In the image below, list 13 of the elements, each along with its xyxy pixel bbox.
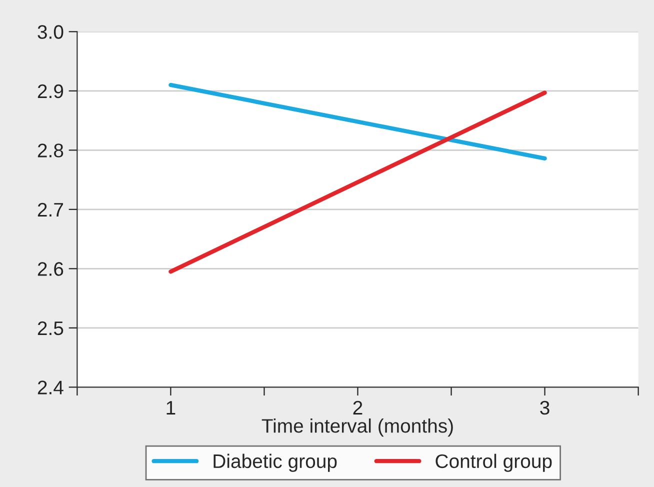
x-axis-title: Time interval (months)	[262, 418, 453, 437]
y-tick-label: 2.5	[38, 321, 64, 336]
y-tick-label: 2.4	[38, 380, 64, 394]
legend-label: Diabetic group	[214, 454, 337, 472]
x-tick-label: 1	[166, 401, 176, 414]
y-tick-label: 2.8	[38, 144, 64, 158]
y-tick-label: 2.6	[38, 262, 64, 276]
x-tick-label: 2	[353, 400, 362, 414]
y-tick-label: 2.9	[38, 84, 64, 98]
legend-label: Control group	[436, 454, 552, 472]
x-tick-label: 3	[540, 400, 550, 415]
y-tick-label: 3.0	[38, 25, 64, 39]
y-tick-label: 2.7	[38, 202, 64, 216]
